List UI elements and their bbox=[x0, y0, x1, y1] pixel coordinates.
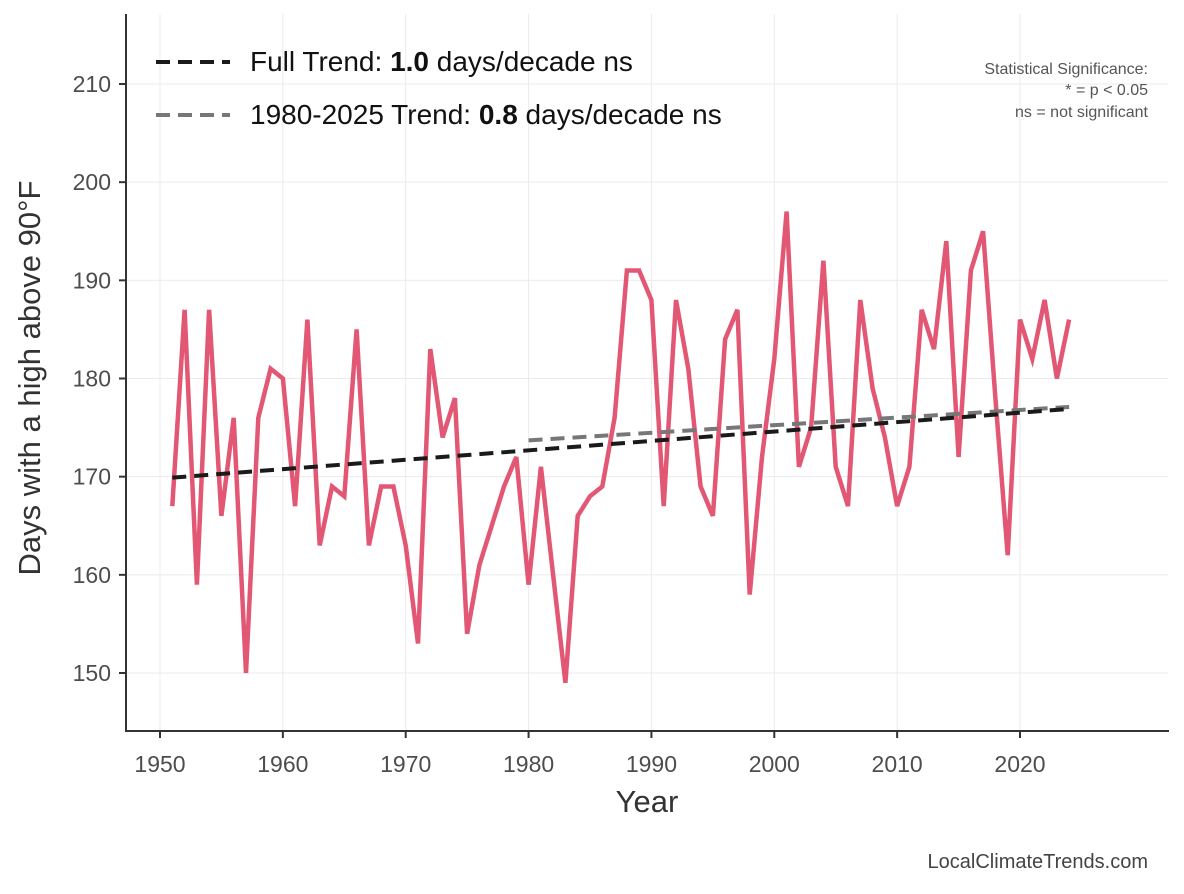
x-axis-ticks: 1950 1960 1970 1980 1990 2000 2010 2020 bbox=[134, 731, 1045, 777]
x-tick-label: 1990 bbox=[626, 751, 677, 777]
y-tick-label: 200 bbox=[73, 169, 111, 195]
y-tick-label: 170 bbox=[73, 464, 111, 490]
y-axis-title: Days with a high above 90°F bbox=[12, 181, 47, 576]
significance-title: Statistical Significance: bbox=[984, 61, 1148, 78]
x-tick-label: 2000 bbox=[749, 751, 800, 777]
footer-source: LocalClimateTrends.com bbox=[928, 851, 1148, 873]
significance-star: * = p < 0.05 bbox=[1065, 82, 1148, 99]
data-series bbox=[172, 212, 1069, 683]
y-tick-label: 190 bbox=[73, 267, 111, 293]
x-tick-label: 2020 bbox=[994, 751, 1045, 777]
trend-lines bbox=[172, 407, 1069, 478]
y-tick-label: 160 bbox=[73, 562, 111, 588]
y-tick-label: 210 bbox=[73, 71, 111, 97]
x-tick-label: 1960 bbox=[257, 751, 308, 777]
significance-ns: ns = not significant bbox=[1015, 104, 1149, 121]
x-tick-label: 1980 bbox=[503, 751, 554, 777]
full-trend-line bbox=[172, 409, 1069, 478]
x-tick-label: 2010 bbox=[872, 751, 923, 777]
series-line bbox=[172, 212, 1069, 683]
x-axis-title: Year bbox=[616, 784, 679, 819]
y-tick-label: 180 bbox=[73, 366, 111, 392]
legend-label-1980-trend: 1980-2025 Trend: 0.8 days/decade ns bbox=[250, 99, 722, 130]
significance-note: Statistical Significance: * = p < 0.05 n… bbox=[984, 61, 1148, 121]
y-axis-ticks: 150 160 170 180 190 200 210 bbox=[73, 71, 126, 686]
x-tick-label: 1970 bbox=[380, 751, 431, 777]
legend-label-full-trend: Full Trend: 1.0 days/decade ns bbox=[250, 46, 633, 77]
legend: Full Trend: 1.0 days/decade ns 1980-2025… bbox=[156, 46, 722, 130]
x-tick-label: 1950 bbox=[134, 751, 185, 777]
y-tick-label: 150 bbox=[73, 660, 111, 686]
